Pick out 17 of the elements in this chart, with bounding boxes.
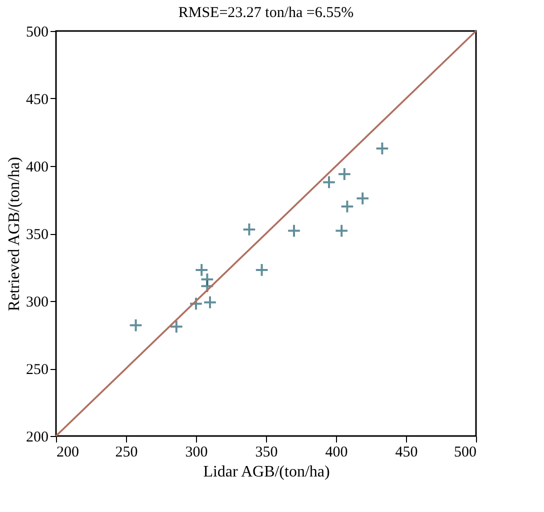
x-tick-label: 400 [325,444,348,460]
chart-title: RMSE=23.27 ton/ha =6.55% [178,5,354,21]
y-tick-label: 500 [26,24,48,40]
x-tick-label: 500 [454,444,476,460]
x-tick-label: 350 [255,444,278,460]
y-tick-label: 300 [26,294,48,310]
x-tick-label: 250 [115,444,138,460]
x-tick-label: 300 [185,444,208,460]
x-tick-label: 200 [56,444,79,460]
x-tick-label: 450 [395,444,418,460]
y-tick-label: 350 [26,227,48,243]
y-tick-label: 200 [26,430,48,446]
y-tick-label: 400 [26,160,48,176]
y-tick-label: 250 [26,362,48,378]
y-axis-title: Retrieved AGB/(ton/ha) [6,156,23,312]
y-tick-label: 450 [26,92,48,108]
x-axis-title: Lidar AGB/(ton/ha) [203,464,330,480]
